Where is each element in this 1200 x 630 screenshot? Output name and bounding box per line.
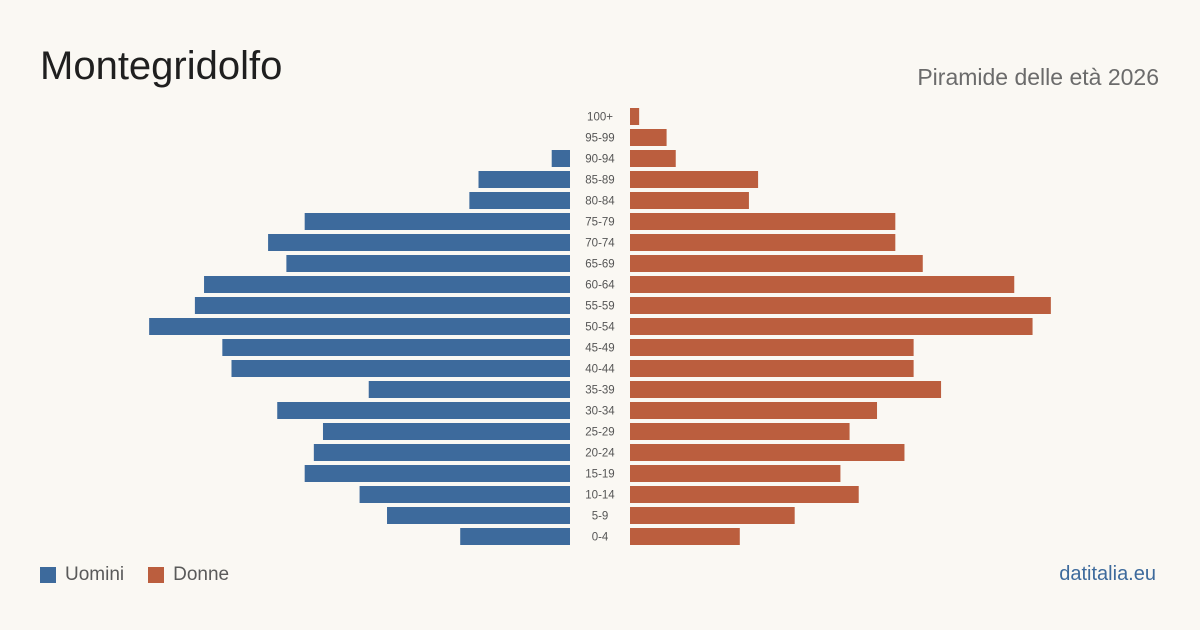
bar-female-95-99 (630, 129, 667, 146)
age-label-85-89: 85-89 (585, 175, 614, 187)
bar-male-35-39 (368, 381, 570, 398)
bar-male-40-44 (231, 360, 570, 377)
age-label-70-74: 70-74 (585, 238, 615, 250)
legend-swatch-female (148, 567, 165, 583)
bar-female-80-84 (630, 192, 749, 209)
bar-male-20-24 (313, 444, 570, 461)
bar-female-60-64 (630, 276, 1015, 293)
bar-female-15-19 (630, 465, 841, 482)
age-label-10-14: 10-14 (585, 490, 615, 502)
bar-male-60-64 (204, 276, 571, 293)
bar-male-15-19 (304, 465, 570, 482)
legend-item-female: Donne (148, 564, 229, 586)
bar-female-50-54 (630, 318, 1033, 335)
age-label-90-94: 90-94 (585, 154, 615, 166)
age-label-25-29: 25-29 (585, 427, 614, 439)
age-label-100+: 100+ (587, 112, 613, 124)
age-label-75-79: 75-79 (585, 217, 614, 229)
bar-male-5-9 (387, 507, 570, 524)
chart-title: Montegridolfo (40, 44, 283, 88)
chart-subtitle: Piramide delle età 2026 (917, 64, 1159, 90)
bar-male-55-59 (194, 297, 570, 314)
legend: Uomini Donne (40, 564, 253, 586)
bar-female-100+ (630, 108, 640, 125)
bar-female-55-59 (630, 297, 1051, 314)
bar-female-65-69 (630, 255, 923, 272)
age-label-50-54: 50-54 (585, 322, 615, 334)
age-label-95-99: 95-99 (585, 133, 614, 145)
bar-male-45-49 (222, 339, 570, 356)
bar-female-5-9 (630, 507, 795, 524)
legend-swatch-male (40, 567, 56, 583)
bar-male-65-69 (286, 255, 570, 272)
bar-male-70-74 (268, 234, 570, 251)
bar-female-35-39 (630, 381, 942, 398)
bar-female-25-29 (630, 423, 850, 440)
age-label-35-39: 35-39 (585, 385, 614, 397)
legend-label-male: Uomini (65, 564, 125, 585)
bar-male-75-79 (304, 213, 570, 230)
age-label-65-69: 65-69 (585, 259, 614, 271)
bar-male-85-89 (478, 171, 570, 188)
bar-female-30-34 (630, 402, 878, 419)
age-label-0-4: 0-4 (592, 532, 609, 544)
legend-item-male: Uomini (40, 564, 124, 586)
age-label-15-19: 15-19 (585, 469, 614, 481)
bar-female-70-74 (630, 234, 896, 251)
bar-male-30-34 (277, 402, 570, 419)
bar-female-0-4 (630, 528, 740, 545)
bar-male-80-84 (469, 192, 570, 209)
bar-female-10-14 (630, 486, 859, 503)
age-label-55-59: 55-59 (585, 301, 614, 313)
age-label-45-49: 45-49 (585, 343, 614, 355)
age-label-30-34: 30-34 (585, 406, 615, 418)
bar-female-90-94 (630, 150, 676, 167)
bar-female-85-89 (630, 171, 759, 188)
bar-female-45-49 (630, 339, 914, 356)
legend-label-female: Donne (173, 564, 230, 585)
bar-male-90-94 (551, 150, 570, 167)
bar-male-50-54 (149, 318, 571, 335)
age-label-80-84: 80-84 (585, 196, 615, 208)
bar-male-0-4 (460, 528, 570, 545)
bar-male-25-29 (322, 423, 570, 440)
age-label-60-64: 60-64 (585, 280, 615, 292)
bar-female-20-24 (630, 444, 905, 461)
age-label-40-44: 40-44 (585, 364, 615, 376)
age-label-5-9: 5-9 (592, 511, 609, 523)
source-link[interactable]: datitalia.eu (1059, 563, 1156, 585)
bar-female-40-44 (630, 360, 914, 377)
bar-female-75-79 (630, 213, 896, 230)
bar-male-10-14 (359, 486, 570, 503)
age-label-20-24: 20-24 (585, 448, 615, 460)
